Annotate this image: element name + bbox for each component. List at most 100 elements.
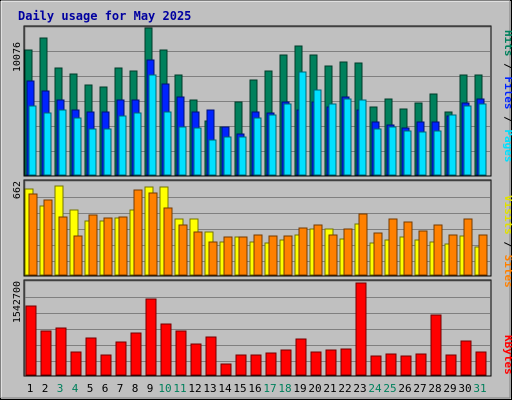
day-label: 21: [323, 382, 336, 395]
bar-pages: [418, 131, 427, 176]
bar-pages: [253, 117, 262, 176]
day-label: 6: [102, 382, 109, 395]
bar-pages: [268, 114, 277, 176]
bar-kbytes: [445, 354, 457, 376]
chart-title: Daily usage for May 2025: [18, 9, 191, 23]
bar-kbytes: [325, 349, 337, 376]
day-label: 1: [27, 382, 34, 395]
day-label: 17: [263, 382, 276, 395]
bar-sites: [433, 224, 443, 276]
bar-pages: [148, 74, 157, 176]
x-axis-day-labels: 1 2 3 4 5 6 7 8 9 10 11 12 13 14 15 16 17 18 19 20 21 22 23 24 2…: [27, 382, 487, 395]
bar-pages: [298, 71, 307, 176]
day-label: 8: [132, 382, 139, 395]
bar-pages: [28, 105, 37, 176]
day-label: 11: [173, 382, 186, 395]
bar-pages: [133, 112, 142, 176]
bar-pages: [43, 112, 52, 176]
bar-kbytes: [295, 338, 307, 376]
bar-sites: [403, 221, 413, 276]
bar-kbytes: [190, 343, 202, 376]
panel-hits-files-pages: 10076: [12, 25, 492, 177]
bar-sites: [478, 234, 488, 276]
bar-sites: [238, 236, 248, 276]
bar-pages: [433, 130, 442, 176]
day-label: 13: [203, 382, 216, 395]
bar-sites: [418, 230, 428, 276]
bar-kbytes: [310, 351, 322, 376]
bar-kbytes: [25, 305, 37, 376]
day-label: 16: [248, 382, 261, 395]
bar-pages: [478, 103, 487, 176]
bar-pages: [208, 139, 217, 176]
bar-sites: [73, 235, 83, 276]
bar-pages: [403, 130, 412, 176]
bar-kbytes: [265, 352, 277, 376]
day-label: 7: [117, 382, 124, 395]
bar-pages: [358, 99, 367, 176]
bar-kbytes: [355, 282, 367, 376]
bar-kbytes: [430, 314, 442, 376]
bar-sites: [58, 216, 68, 276]
bar-kbytes: [280, 349, 292, 376]
bar-pages: [223, 136, 232, 176]
bar-kbytes: [235, 354, 247, 376]
bar-kbytes: [370, 355, 382, 376]
bar-pages: [343, 98, 352, 176]
bar-sites: [223, 236, 233, 276]
ymax-label-hits: 10076: [12, 42, 23, 72]
bar-sites: [343, 228, 353, 276]
bar-kbytes: [385, 353, 397, 376]
bar-kbytes: [160, 323, 172, 376]
panel-visits-sites: 662: [12, 179, 492, 277]
bar-pages: [58, 109, 67, 176]
bar-kbytes: [250, 354, 262, 376]
day-label: 14: [218, 382, 232, 395]
day-label: 30: [458, 382, 471, 395]
bar-pages: [313, 89, 322, 176]
legend-sites: Sites: [502, 255, 512, 288]
day-label: 4: [72, 382, 79, 395]
ymax-label-visits: 662: [12, 181, 23, 199]
bar-sites: [43, 199, 53, 276]
bar-sites: [268, 235, 278, 276]
bar-kbytes: [85, 337, 97, 376]
bar-pages: [388, 126, 397, 176]
bar-sites: [103, 217, 113, 276]
day-label: 15: [233, 382, 246, 395]
bar-sites: [163, 207, 173, 276]
panel-kbytes: 1542700: [12, 279, 492, 377]
bar-sites: [448, 234, 458, 276]
bar-pages: [463, 105, 472, 176]
bar-kbytes: [475, 351, 487, 376]
bar-kbytes: [415, 353, 427, 376]
bar-kbytes: [220, 363, 232, 376]
bar-pages: [283, 103, 292, 176]
bar-sites: [358, 213, 368, 276]
bar-sites: [283, 235, 293, 276]
day-label: 5: [87, 382, 94, 395]
bar-pages: [328, 103, 337, 176]
day-label: 29: [443, 382, 456, 395]
bar-sites: [133, 189, 143, 276]
bar-sites: [118, 216, 128, 276]
bar-sites: [28, 193, 38, 276]
bar-pages: [193, 127, 202, 176]
bar-kbytes: [205, 336, 217, 376]
day-label: 12: [188, 382, 201, 395]
legend-visits: Visits: [502, 195, 512, 235]
day-label: 2: [42, 382, 49, 395]
bar-pages: [73, 117, 82, 176]
bar-pages: [118, 115, 127, 176]
day-label: 26: [398, 382, 411, 395]
day-label: 28: [428, 382, 441, 395]
bar-kbytes: [175, 330, 187, 376]
bar-sites: [178, 224, 188, 276]
day-label: 9: [147, 382, 154, 395]
bar-pages: [238, 136, 247, 176]
bar-kbytes: [70, 351, 82, 376]
bar-kbytes: [130, 332, 142, 376]
day-label: 31: [473, 382, 486, 395]
bar-sites: [298, 227, 308, 276]
